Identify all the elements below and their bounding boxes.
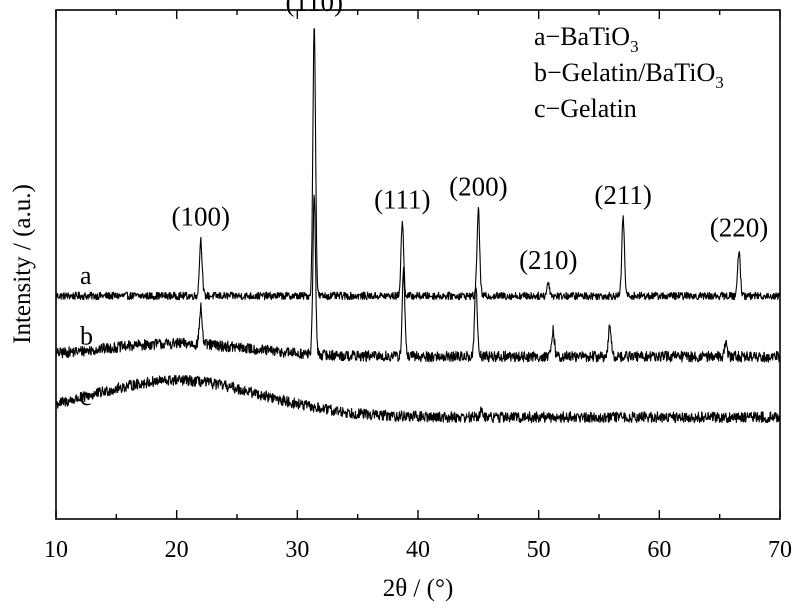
legend-entry: a−BaTiO3: [534, 22, 639, 56]
peak-label: (100): [172, 202, 230, 232]
peak-label: (211): [594, 180, 651, 210]
legend-entry: b−Gelatin/BaTiO3: [534, 58, 724, 92]
x-tick-label-30: 30: [285, 537, 309, 563]
peak-labels: (100) (110) (111) (200) (210) (211) (220): [172, 0, 769, 275]
trace-c: [55, 374, 781, 424]
legend-entry-subscript: 3: [715, 73, 724, 92]
trace-a: [55, 28, 781, 301]
x-tick-label-50: 50: [527, 537, 551, 563]
x-axis-title: 2θ / (°): [383, 575, 454, 602]
series-labels: a b c: [80, 261, 93, 411]
series-label-c: c: [80, 382, 92, 411]
peak-label: (200): [449, 171, 507, 201]
legend-entry-text: a−BaTiO: [534, 22, 630, 51]
peak-label: (110): [285, 0, 342, 17]
x-axis-ticks: 10 20 30 40 50 60 70: [44, 10, 792, 563]
xrd-traces: [55, 28, 781, 424]
trace-b: [55, 194, 781, 363]
x-tick-label-60: 60: [647, 537, 671, 563]
legend-entry: c−Gelatin: [534, 94, 637, 123]
peak-label: (111): [374, 184, 430, 214]
x-axis-title-text: 2θ / (°): [383, 575, 454, 602]
legend-entry-text: b−Gelatin/BaTiO: [534, 58, 715, 87]
legend-entry-subscript: 3: [630, 37, 639, 56]
x-tick-label-20: 20: [165, 537, 189, 563]
peak-label: (210): [519, 245, 577, 275]
x-tick-label-70: 70: [768, 537, 792, 563]
y-axis-title: Intensity / (a.u.): [9, 184, 36, 344]
peak-label: (220): [710, 212, 768, 242]
series-label-b: b: [80, 322, 93, 351]
series-label-a: a: [80, 261, 92, 290]
x-tick-label-40: 40: [406, 537, 430, 563]
x-tick-label-10: 10: [44, 537, 68, 563]
legend-entry-text: c−Gelatin: [534, 94, 637, 123]
